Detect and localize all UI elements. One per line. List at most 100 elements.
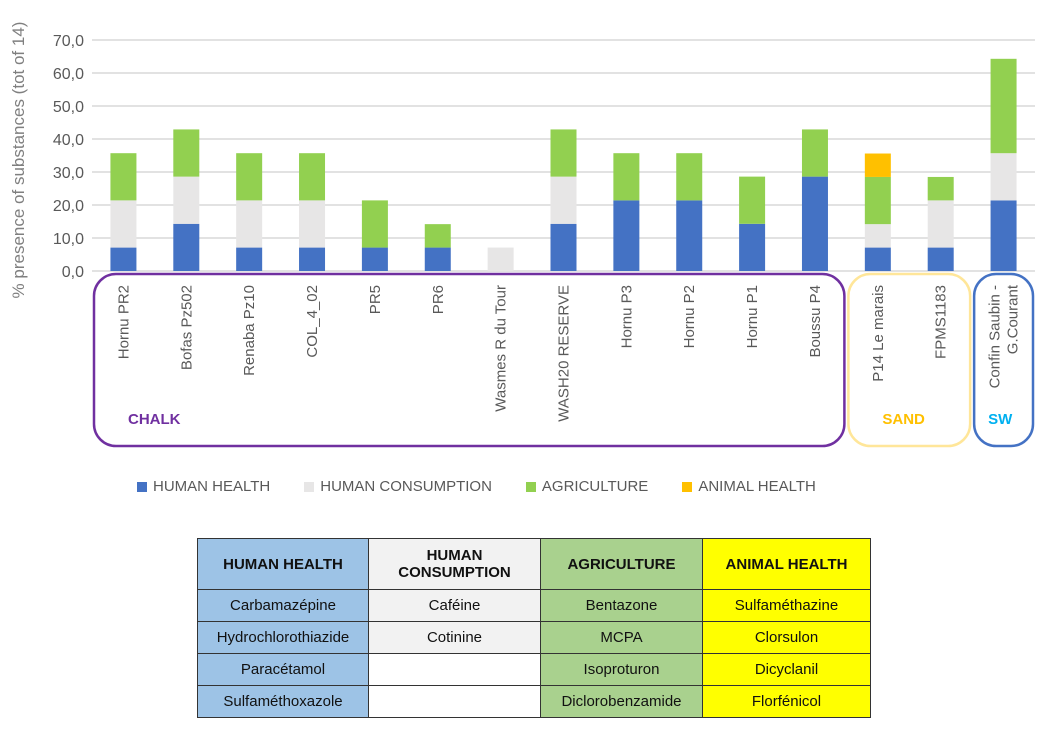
- category-labels: Hornu PR2 Bofas Pz502 Renaba Pz10 COL_4_02 P…: [115, 284, 1021, 422]
- category-label: Boussu P4: [807, 285, 824, 358]
- category-label: P14 Le marais: [870, 285, 887, 382]
- bar-segment: [676, 153, 703, 201]
- y-tick-label: 60,0: [53, 66, 84, 83]
- y-tick-label: 30,0: [53, 165, 84, 182]
- table-header: HUMAN CONSUMPTION: [368, 538, 541, 590]
- bar-segment: [927, 247, 954, 271]
- table-cell: Diclorobenzamide: [540, 685, 703, 718]
- y-axis-ticks: 0,0 10,0 20,0 30,0 40,0 50,0 60,0 70,0: [53, 33, 84, 281]
- category-label: PR6: [430, 285, 447, 314]
- bar-segment: [864, 176, 891, 225]
- table-cell: Sulfaméthazine: [702, 589, 871, 622]
- bar-segment: [299, 247, 326, 271]
- category-label: Renaba Pz10: [241, 285, 258, 376]
- bar-segment: [739, 223, 766, 271]
- table-cell: Clorsulon: [702, 621, 871, 654]
- group-box: [847, 272, 972, 448]
- bar-segment: [110, 200, 137, 248]
- category-label: Wasmes R du Tour: [493, 285, 510, 412]
- bar-segment: [613, 200, 640, 271]
- category-label: Hornu P3: [618, 285, 635, 348]
- category-label: Hornu PR2: [115, 285, 132, 359]
- group-label: CHALK: [128, 411, 181, 428]
- bar-segment: [864, 224, 891, 248]
- legend-swatch: [525, 481, 536, 492]
- group-boxes: CHALK SAND SW: [92, 272, 1035, 448]
- table-header: AGRICULTURE: [540, 538, 703, 590]
- bar-segment: [173, 129, 200, 177]
- table-row: Hydrochlorothiazide Cotinine MCPA Clorsulon: [197, 621, 871, 654]
- legend-item-animal-health: ANIMAL HEALTH: [682, 478, 816, 495]
- legend-swatch: [682, 481, 693, 492]
- legend-item-agriculture: AGRICULTURE: [525, 478, 648, 495]
- category-label: Bofas Pz502: [178, 285, 195, 370]
- bar-segment: [236, 200, 263, 248]
- category-label: G.Courant: [1005, 284, 1022, 354]
- bar-segment: [864, 153, 891, 177]
- y-tick-label: 40,0: [53, 132, 84, 149]
- bar-segment: [990, 200, 1017, 271]
- table-cell: Sulfaméthoxazole: [197, 685, 369, 718]
- bar-segment: [173, 176, 200, 224]
- table-header: HUMAN HEALTH: [197, 538, 369, 590]
- legend-item-human-health: HUMAN HEALTH: [137, 478, 270, 495]
- bar-segment: [299, 153, 326, 201]
- legend: HUMAN HEALTH HUMAN CONSUMPTION AGRICULTU…: [137, 478, 816, 495]
- table-cell: Isoproturon: [540, 653, 703, 686]
- bar-segment: [173, 223, 200, 271]
- group-box: [972, 272, 1035, 448]
- table-cell: [368, 653, 541, 686]
- category-label: Hornu P2: [681, 285, 698, 348]
- y-tick-label: 50,0: [53, 99, 84, 116]
- table-cell: Caféine: [368, 589, 541, 622]
- y-tick-label: 10,0: [53, 231, 84, 248]
- bar-segment: [110, 247, 137, 271]
- y-tick-label: 20,0: [53, 198, 84, 215]
- group-box: [92, 272, 846, 448]
- category-label: COL_4_02: [304, 285, 321, 358]
- bar-segment: [739, 176, 766, 224]
- bar-segment: [613, 153, 640, 201]
- bar-segment: [676, 200, 703, 271]
- table-header: ANIMAL HEALTH: [702, 538, 871, 590]
- table-cell: Florfénicol: [702, 685, 871, 718]
- table-row: Paracétamol Isoproturon Dicyclanil: [197, 653, 871, 686]
- table-cell: Hydrochlorothiazide: [197, 621, 369, 654]
- bar-segment: [487, 247, 514, 271]
- group-label: SAND: [882, 411, 925, 428]
- bar-segment: [550, 223, 577, 271]
- table-cell: Bentazone: [540, 589, 703, 622]
- bar-segment: [110, 153, 137, 201]
- group-label: SW: [988, 411, 1013, 428]
- table-cell: Cotinine: [368, 621, 541, 654]
- category-label: Confin Saubin -: [987, 285, 1004, 388]
- legend-item-human-consumption: HUMAN CONSUMPTION: [304, 478, 492, 495]
- bar-segment: [927, 200, 954, 248]
- table-cell: Paracétamol: [197, 653, 369, 686]
- bar-segment: [927, 176, 954, 201]
- category-label: FPMS1183: [933, 285, 950, 359]
- bar-segment: [864, 247, 891, 271]
- y-tick-label: 0,0: [62, 264, 84, 281]
- bar-segment: [361, 200, 388, 248]
- legend-swatch: [137, 481, 147, 492]
- bar-segment: [236, 153, 263, 201]
- table-row: Carbamazépine Caféine Bentazone Sulfaméthaz…: [197, 589, 871, 622]
- bar-segment: [361, 247, 388, 271]
- table-cell: Carbamazépine: [197, 589, 369, 622]
- bar-segment: [801, 176, 828, 271]
- bar-segment: [550, 129, 577, 177]
- category-label: PR5: [367, 285, 384, 314]
- bar-segment: [424, 247, 451, 271]
- table-header-row: HUMAN HEALTH HUMAN CONSUMPTION AGRICULTU…: [197, 538, 871, 590]
- bar-segment: [801, 129, 828, 177]
- bars: [110, 58, 1017, 271]
- table-cell: [368, 685, 541, 718]
- bar-segment: [424, 224, 451, 248]
- table-row: Sulfaméthoxazole Diclorobenzamide Florféni…: [197, 685, 871, 718]
- bar-segment: [550, 176, 577, 224]
- legend-swatch: [304, 481, 315, 492]
- y-tick-label: 70,0: [53, 33, 84, 50]
- category-label: Hornu P1: [744, 285, 761, 348]
- bar-segment: [236, 247, 263, 271]
